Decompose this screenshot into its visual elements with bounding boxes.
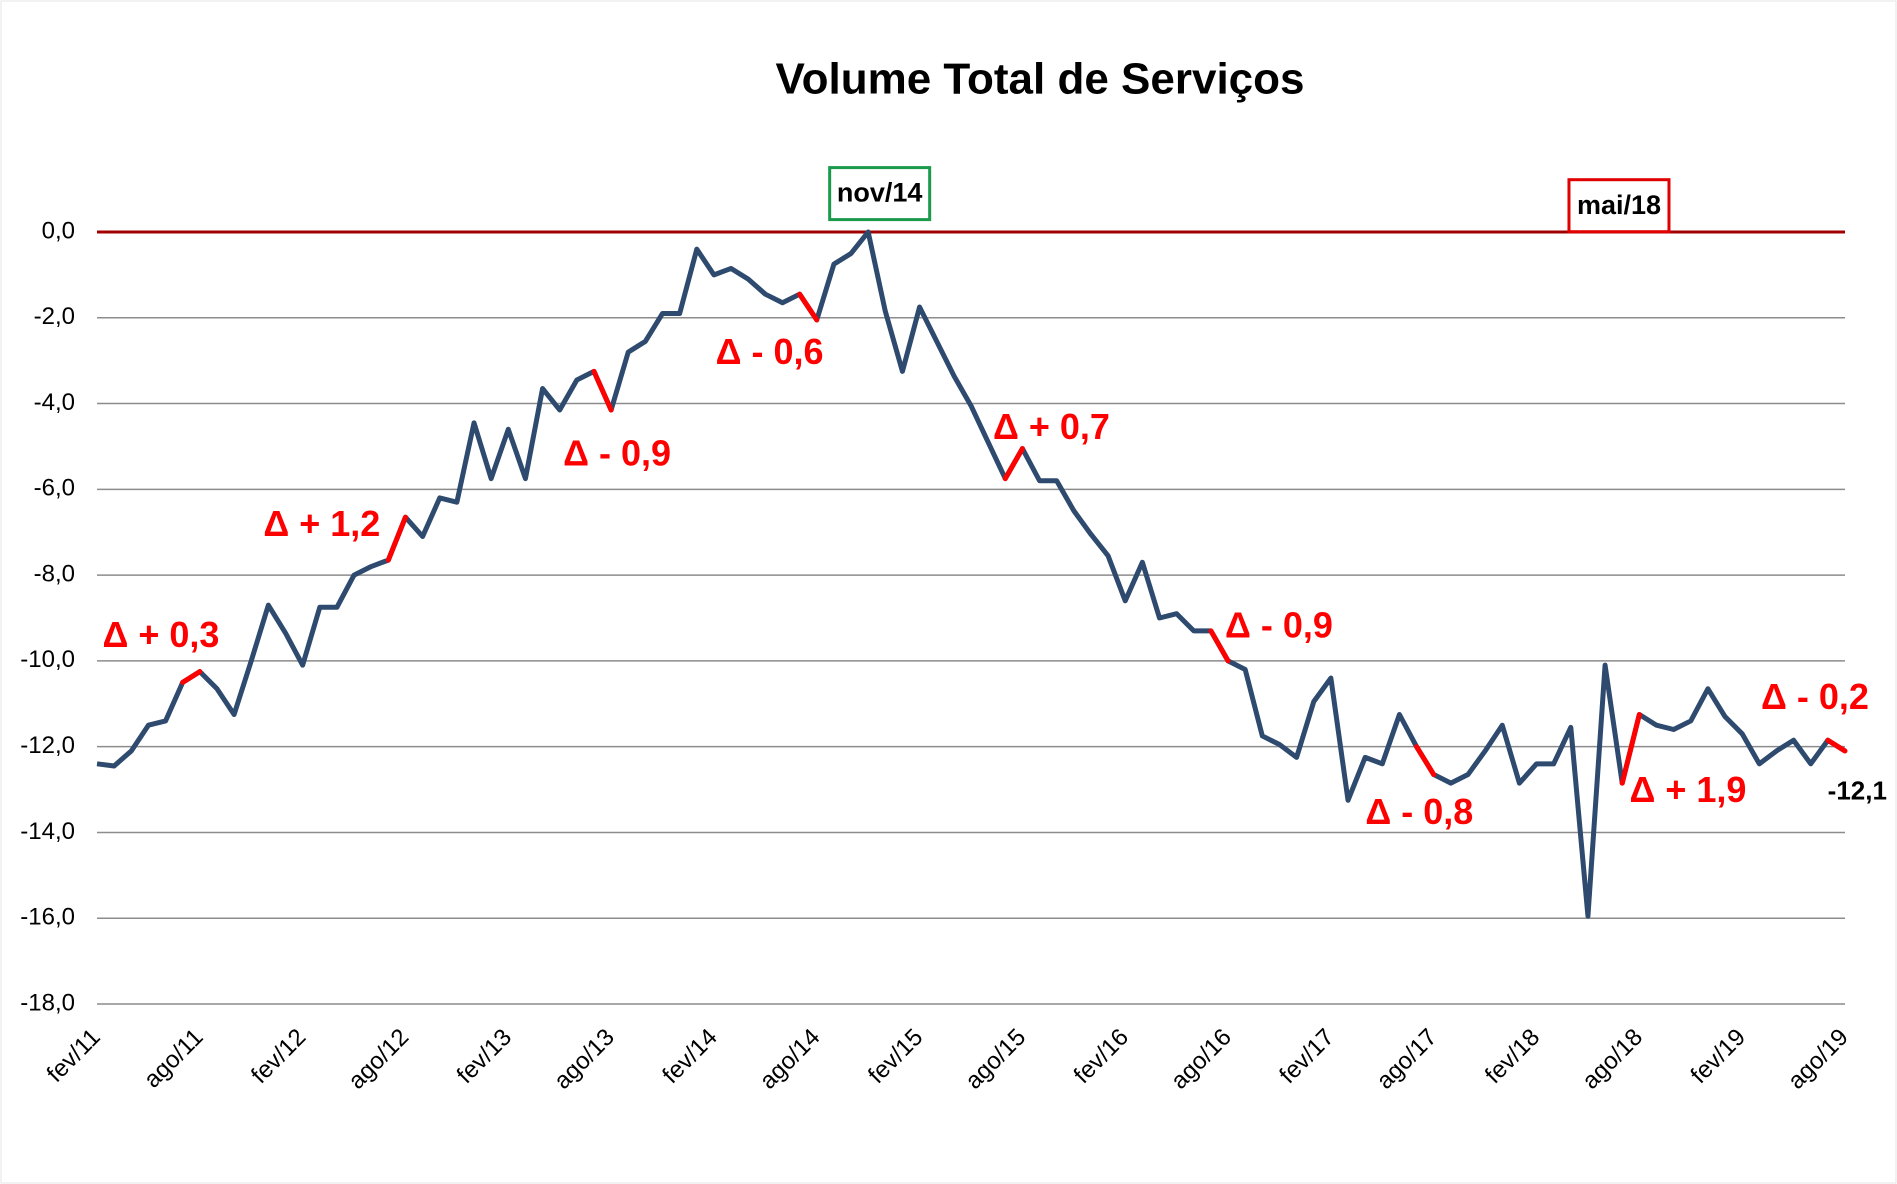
highlight-segment xyxy=(797,291,820,323)
y-tick-label: -6,0 xyxy=(34,475,75,502)
y-tick-label: -2,0 xyxy=(34,303,75,330)
y-tick-label: -18,0 xyxy=(20,989,75,1016)
annotation: Δ - 0,9 xyxy=(1225,605,1333,646)
annotation: Δ - 0,8 xyxy=(1365,791,1473,832)
y-tick-label: -16,0 xyxy=(20,904,75,931)
highlight-segment xyxy=(1002,446,1025,482)
highlight-segment xyxy=(591,368,614,413)
label-box xyxy=(1567,178,1671,234)
y-tick-label: 0,0 xyxy=(42,217,75,244)
highlight-segment xyxy=(1825,737,1848,754)
highlight-segment xyxy=(1619,712,1642,786)
y-tick-label: -12,0 xyxy=(20,732,75,759)
value-label: -12,1 xyxy=(1828,775,1887,805)
boxed-label: nov/14 xyxy=(837,178,923,208)
boxed-label: mai/18 xyxy=(1577,190,1661,220)
annotation: Δ + 1,2 xyxy=(263,503,380,544)
label-box xyxy=(828,166,932,222)
annotation: Δ - 0,9 xyxy=(563,433,671,474)
annotation: Δ - 0,6 xyxy=(716,331,824,372)
highlight-segment xyxy=(385,514,408,563)
chart-title: Volume Total de Serviços xyxy=(776,55,1305,104)
y-tick-label: -8,0 xyxy=(34,560,75,587)
annotation: Δ + 1,9 xyxy=(1629,769,1746,810)
y-tick-label: -14,0 xyxy=(20,818,75,845)
highlight-segment xyxy=(1414,744,1437,778)
y-tick-label: -4,0 xyxy=(34,389,75,416)
annotation: Δ - 0,2 xyxy=(1761,676,1869,717)
annotation: Δ + 0,3 xyxy=(102,614,219,655)
y-tick-label: -10,0 xyxy=(20,646,75,673)
highlight-segment xyxy=(1208,628,1231,664)
highlight-segment xyxy=(180,669,203,685)
annotation: Δ + 0,7 xyxy=(993,406,1110,447)
